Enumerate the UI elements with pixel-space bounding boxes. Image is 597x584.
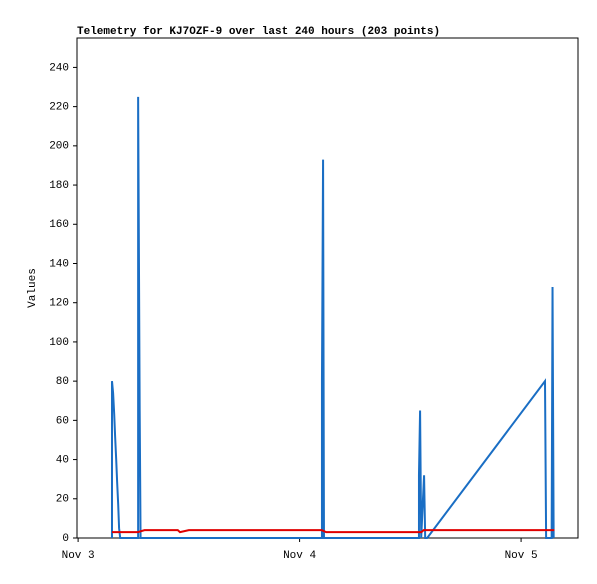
y-tick-label: 180 bbox=[49, 180, 69, 192]
plot-frame bbox=[76, 37, 579, 539]
y-tick-label: 220 bbox=[49, 102, 69, 114]
y-tick-label: 20 bbox=[56, 494, 69, 506]
y-tick-label: 200 bbox=[49, 141, 69, 153]
series-line bbox=[111, 529, 555, 534]
y-axis-label: Values bbox=[27, 268, 39, 308]
y-tick-label: 80 bbox=[56, 376, 69, 388]
x-tick-label: Nov 5 bbox=[505, 550, 538, 562]
y-tick-label: 0 bbox=[62, 533, 69, 545]
x-tick-label: Nov 4 bbox=[283, 550, 316, 562]
y-tick-label: 240 bbox=[49, 62, 69, 74]
y-tick-label: 160 bbox=[49, 219, 69, 231]
y-tick-label: 140 bbox=[49, 258, 69, 270]
series-line bbox=[110, 96, 555, 539]
chart-title: Telemetry for KJ7OZF-9 over last 240 hou… bbox=[77, 26, 440, 38]
y-tick-label: 60 bbox=[56, 415, 69, 427]
y-tick-label: 120 bbox=[49, 298, 69, 310]
y-tick-label: 40 bbox=[56, 454, 69, 466]
x-tick-label: Nov 3 bbox=[62, 550, 95, 562]
y-tick-label: 100 bbox=[49, 337, 69, 349]
